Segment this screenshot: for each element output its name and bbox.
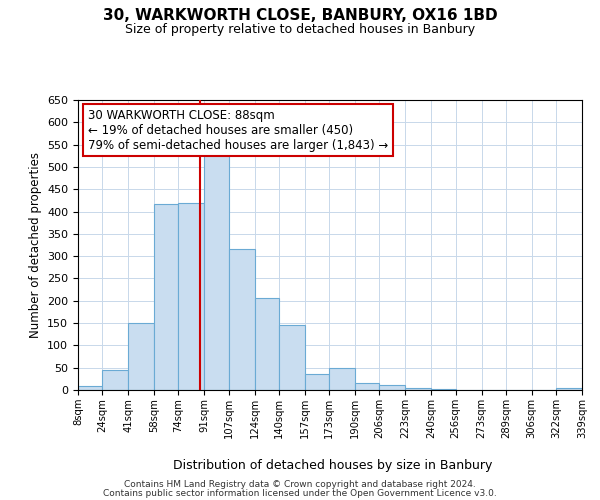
Text: 30 WARKWORTH CLOSE: 88sqm
← 19% of detached houses are smaller (450)
79% of semi: 30 WARKWORTH CLOSE: 88sqm ← 19% of detac…	[88, 108, 388, 152]
Bar	[254, 298, 279, 390]
Bar	[229, 250, 254, 390]
Text: Contains public sector information licensed under the Open Government Licence v3: Contains public sector information licen…	[103, 488, 497, 498]
Text: Size of property relative to detached houses in Banbury: Size of property relative to detached ho…	[125, 22, 475, 36]
Bar	[103, 370, 128, 390]
Bar	[406, 388, 431, 390]
Bar	[556, 388, 582, 390]
Bar	[355, 384, 379, 390]
Text: Contains HM Land Registry data © Crown copyright and database right 2024.: Contains HM Land Registry data © Crown c…	[124, 480, 476, 489]
Bar	[128, 323, 154, 390]
Bar	[205, 154, 229, 390]
Bar	[431, 389, 455, 390]
Bar	[154, 204, 178, 390]
Bar	[379, 384, 406, 390]
Y-axis label: Number of detached properties: Number of detached properties	[29, 152, 41, 338]
Bar	[329, 368, 355, 390]
Bar	[178, 202, 205, 390]
Text: Distribution of detached houses by size in Banbury: Distribution of detached houses by size …	[173, 460, 493, 472]
Bar	[78, 386, 103, 390]
Text: 30, WARKWORTH CLOSE, BANBURY, OX16 1BD: 30, WARKWORTH CLOSE, BANBURY, OX16 1BD	[103, 8, 497, 22]
Bar	[305, 374, 329, 390]
Bar	[279, 326, 305, 390]
